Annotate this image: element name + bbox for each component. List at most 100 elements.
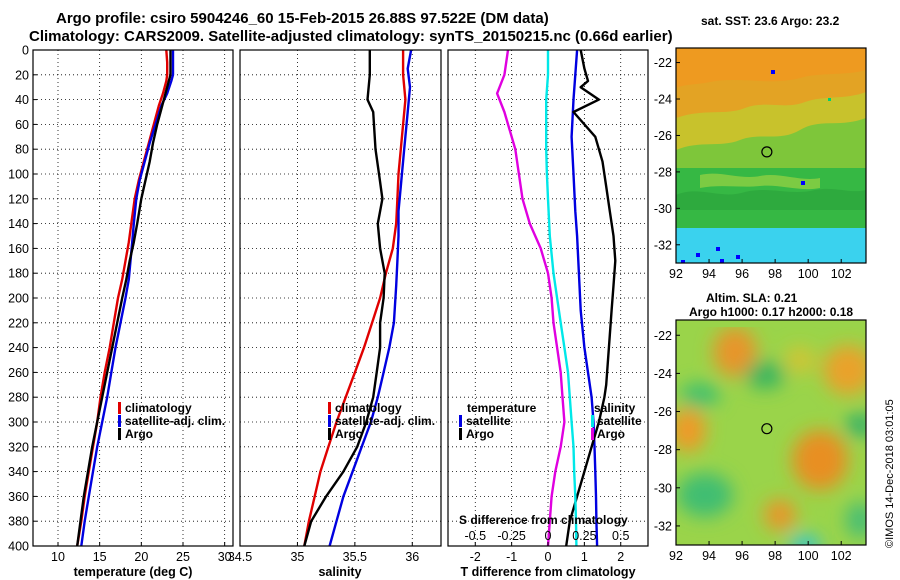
map-x-tick-label: 98 xyxy=(768,549,782,563)
secondary-tick-label: -0.25 xyxy=(497,529,526,543)
difference-lines xyxy=(495,49,617,547)
y-tick-label: 20 xyxy=(15,68,29,82)
legend-satellite: satellite-adj. clim. xyxy=(125,414,225,428)
sst-ticks: 92 94 96 98 100 102 -22 -24 -26 -28 -30 -32 xyxy=(654,56,852,281)
salinity-grid xyxy=(239,49,441,547)
map-x-tick-label: 92 xyxy=(669,267,683,281)
legend-swatch-t-satellite xyxy=(459,415,462,427)
map-y-tick-label: -30 xyxy=(654,202,672,216)
x-tick-label: 35 xyxy=(290,550,304,564)
y-tick-label: 340 xyxy=(8,465,29,479)
temperature-xlabel: temperature (deg C) xyxy=(74,565,193,579)
temperature-legend: climatology satellite-adj. clim. Argo xyxy=(118,401,225,441)
legend-swatch-s-argo xyxy=(591,428,594,440)
sla-map-subtitle: Argo h1000: 0.17 h2000: 0.18 xyxy=(689,305,853,319)
map-y-tick-label: -32 xyxy=(654,238,672,252)
x-tick-label: 10 xyxy=(51,550,65,564)
y-tick-label: 280 xyxy=(8,391,29,405)
secondary-ticks: -0.5 -0.25 0 0.25 0.5 xyxy=(464,529,629,543)
legend-s-satellite: satellite xyxy=(597,414,642,428)
legend-t-satellite: satellite xyxy=(466,414,511,428)
x-tick-label: -2 xyxy=(470,550,481,564)
temperature-ticks: 10 15 20 25 30 xyxy=(51,542,232,564)
difference-panel: -2 -1 0 1 2 T difference from climatology S … xyxy=(447,49,649,579)
x-tick-label: 25 xyxy=(176,550,190,564)
difference-grid xyxy=(448,49,648,547)
y-tick-label: 180 xyxy=(8,267,29,281)
y-tick-label: 320 xyxy=(8,440,29,454)
title-line1: Argo profile: csiro 5904246_60 15-Feb-20… xyxy=(56,10,549,27)
map-x-tick-label: 100 xyxy=(798,549,819,563)
series-satellite-adj-clim- xyxy=(80,50,175,547)
series-climatology xyxy=(303,50,407,547)
y-tick-label: 400 xyxy=(8,540,29,554)
legend-satellite: satellite-adj. clim. xyxy=(335,414,435,428)
legend-argo: Argo xyxy=(125,427,153,441)
temperature-grid xyxy=(33,49,233,547)
difference-legend: temperature satellite Argo salinity sate… xyxy=(459,401,642,441)
map-y-tick-label: -28 xyxy=(654,165,672,179)
series-t-argo xyxy=(565,49,617,547)
argo-location-marker xyxy=(761,146,773,158)
map-y-tick-label: -32 xyxy=(654,519,672,533)
legend-argo: Argo xyxy=(335,427,363,441)
timestamp: ©IMOS 14-Dec-2018 03:01:05 xyxy=(884,399,896,548)
y-tick-label: 0 xyxy=(22,44,29,58)
legend-climatology: climatology xyxy=(125,401,192,415)
argo-location-marker xyxy=(761,423,773,435)
map-x-tick-label: 96 xyxy=(735,549,749,563)
y-tick-label: 380 xyxy=(8,515,29,529)
secondary-tick-label: 0 xyxy=(545,529,552,543)
map-y-tick-label: -24 xyxy=(654,93,672,107)
secondary-tick-label: 0.25 xyxy=(572,529,596,543)
y-tick-label: 40 xyxy=(15,93,29,107)
difference-xlabel: T difference from climatology xyxy=(460,565,635,579)
legend-swatch-t-argo xyxy=(459,428,462,440)
x-tick-label: 20 xyxy=(134,550,148,564)
series-argo xyxy=(76,50,172,547)
y-tick-label: 100 xyxy=(8,168,29,182)
series-argo xyxy=(303,50,386,547)
y-tick-label: 140 xyxy=(8,217,29,231)
x-tick-label: -1 xyxy=(506,550,517,564)
salinity-panel: 34.5 35 35.5 36 salinity climatology satell… xyxy=(228,49,442,579)
x-tick-label: 15 xyxy=(93,550,107,564)
legend-swatch-s-satellite xyxy=(591,415,594,427)
legend-swatch-satellite xyxy=(118,415,121,427)
salinity-legend: climatology satellite-adj. clim. Argo xyxy=(328,401,435,441)
map-y-tick-label: -26 xyxy=(654,405,672,419)
difference-ticks: -2 -1 0 1 2 xyxy=(470,542,624,564)
salinity-xlabel: salinity xyxy=(318,565,361,579)
map-x-tick-label: 98 xyxy=(768,267,782,281)
series-t-satellite xyxy=(570,49,599,547)
map-y-tick-label: -28 xyxy=(654,443,672,457)
sla-field xyxy=(676,320,866,545)
legend-t-argo: Argo xyxy=(466,427,494,441)
x-tick-label: 0 xyxy=(545,550,552,564)
legend-swatch-climatology xyxy=(328,402,331,414)
sla-map-title: Altim. SLA: 0.21 xyxy=(706,291,798,305)
map-x-tick-label: 92 xyxy=(669,549,683,563)
y-tick-label: 220 xyxy=(8,316,29,330)
map-x-tick-label: 94 xyxy=(702,549,716,563)
map-x-tick-label: 100 xyxy=(798,267,819,281)
sla-ticks: 92 94 96 98 100 102 -22 -24 -26 -28 -30 -32 xyxy=(654,329,852,563)
legend-swatch-argo xyxy=(118,428,121,440)
x-tick-label: 36 xyxy=(405,550,419,564)
legend-s-argo: Argo xyxy=(597,427,625,441)
secondary-tick-label: -0.5 xyxy=(464,529,486,543)
map-x-tick-label: 102 xyxy=(831,549,852,563)
title-line2: Climatology: CARS2009. Satellite-adjuste… xyxy=(29,28,673,45)
x-tick-label: 30 xyxy=(218,550,232,564)
x-tick-label: 2 xyxy=(617,550,624,564)
y-tick-label: 240 xyxy=(8,341,29,355)
series-s-argo xyxy=(495,49,566,547)
y-tick-label: 120 xyxy=(8,192,29,206)
temperature-lines xyxy=(76,49,175,547)
y-tick-label: 160 xyxy=(8,242,29,256)
x-tick-label: 35.5 xyxy=(343,550,367,564)
y-tick-label: 300 xyxy=(8,416,29,430)
x-tick-label: 34.5 xyxy=(228,550,252,564)
secondary-tick-label: 0.5 xyxy=(612,529,629,543)
